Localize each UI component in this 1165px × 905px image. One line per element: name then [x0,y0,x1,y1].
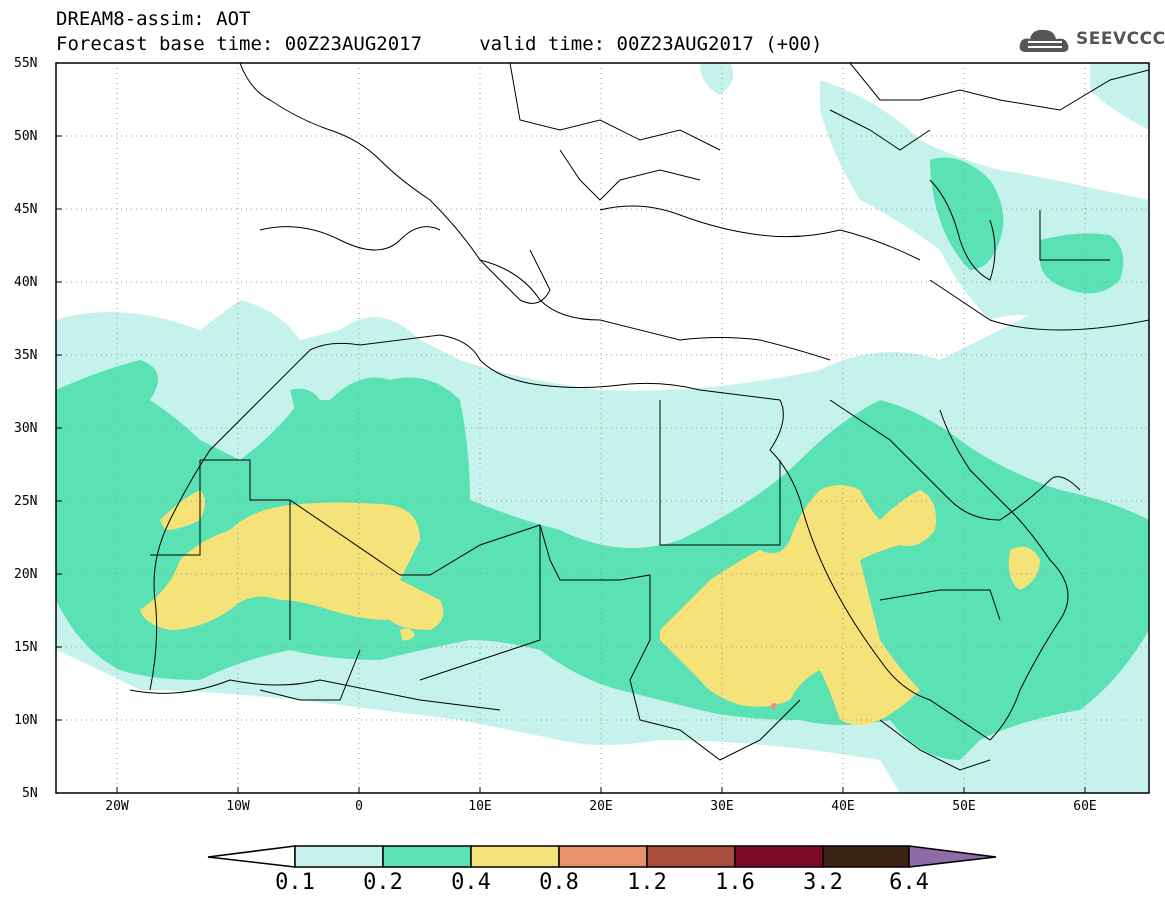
colorbar-box [383,846,471,867]
colorbar-box [559,846,647,867]
colorbar-box [647,846,735,867]
lon-label: 0 [339,800,379,813]
colorbar-label: 0.8 [529,870,589,895]
lon-label: 20W [97,800,137,813]
lon-label: 30E [702,800,742,813]
colorbar-label: 0.4 [441,870,501,895]
colorbar-high-arrow [909,846,996,867]
lon-label: 10E [460,800,500,813]
colorbar-box [471,846,559,867]
lat-label: 30N [14,422,52,435]
colorbar-box [735,846,823,867]
colorbar-label: 6.4 [879,870,939,895]
colorbar-box [823,846,909,867]
lat-label: 10N [14,714,52,727]
colorbar-low-arrow [208,846,295,867]
colorbar-label: 0.2 [353,870,413,895]
colorbar [208,846,996,867]
lat-label: 55N [14,57,52,70]
colorbar-label: 1.2 [617,870,677,895]
lat-label: 15N [14,641,52,654]
lat-label: 40N [14,276,52,289]
colorbar-label: 1.6 [705,870,765,895]
lat-label: 50N [14,130,52,143]
lon-label: 20E [581,800,621,813]
lat-label: 45N [14,203,52,216]
lat-label: 5N [22,787,60,800]
lat-label: 35N [14,349,52,362]
colorbar-label: 0.1 [265,870,325,895]
lon-label: 40E [823,800,863,813]
lon-label: 50E [944,800,984,813]
lon-label: 60E [1065,800,1105,813]
lat-label: 25N [14,495,52,508]
colorbar-label: 3.2 [793,870,853,895]
aot-contour-0.8 [771,703,777,709]
aot-fields [56,63,1149,793]
lat-label: 20N [14,568,52,581]
colorbar-box [295,846,383,867]
lon-label: 10W [218,800,258,813]
